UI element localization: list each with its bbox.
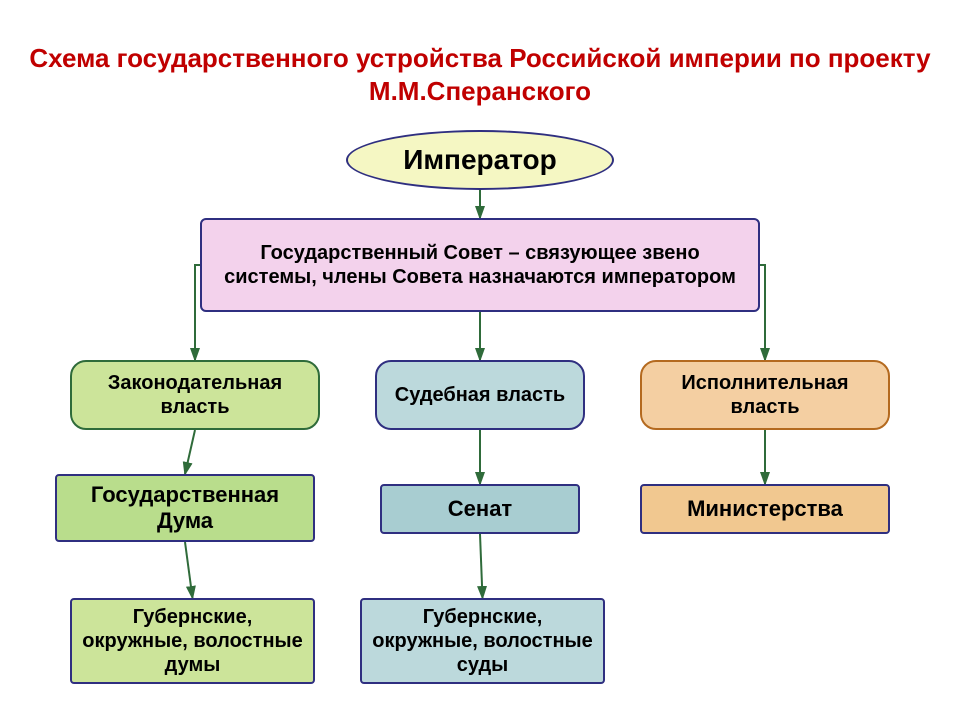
node-executive-power-label: Исполнительная власть <box>652 371 878 419</box>
node-local-courts: Губернские, окружные, волостные суды <box>360 598 605 684</box>
node-local-dumas-label: Губернские, окружные, волостные думы <box>82 605 303 677</box>
node-state-council-label: Государственный Совет – связующее звено … <box>212 241 748 289</box>
node-local-courts-label: Губернские, окружные, волостные суды <box>372 605 593 677</box>
node-judicial-power: Судебная власть <box>375 360 585 430</box>
node-local-dumas: Губернские, окружные, волостные думы <box>70 598 315 684</box>
node-ministries: Министерства <box>640 484 890 534</box>
node-legislative-power-label: Законодательная власть <box>82 371 308 419</box>
node-legislative-power: Законодательная власть <box>70 360 320 430</box>
node-senate: Сенат <box>380 484 580 534</box>
node-ministries-label: Министерства <box>687 496 843 522</box>
node-state-duma-label: Государственная Дума <box>67 482 303 535</box>
node-senate-label: Сенат <box>448 496 512 522</box>
node-emperor: Император <box>346 130 614 190</box>
node-state-duma: Государственная Дума <box>55 474 315 542</box>
diagram-title: Схема государственного устройства Россий… <box>0 42 960 107</box>
node-executive-power: Исполнительная власть <box>640 360 890 430</box>
node-judicial-power-label: Судебная власть <box>395 383 565 407</box>
node-state-council: Государственный Совет – связующее звено … <box>200 218 760 312</box>
node-emperor-label: Император <box>403 143 557 177</box>
